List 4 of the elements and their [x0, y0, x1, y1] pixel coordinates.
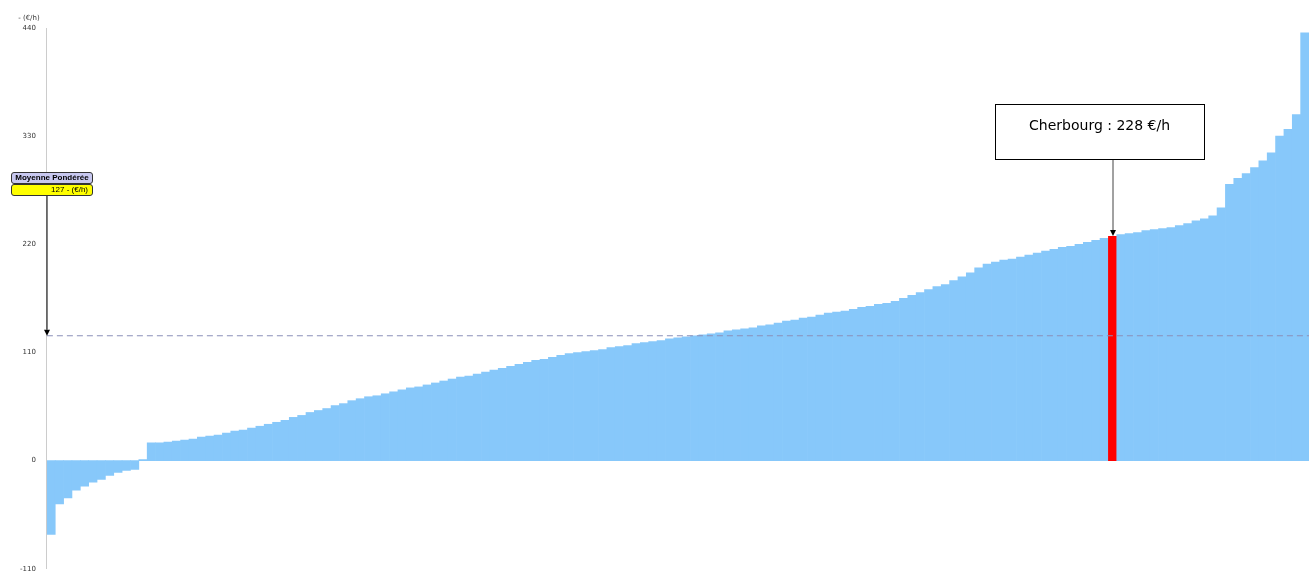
annotation: Cherbourg : 228 €/h	[1029, 117, 1171, 136]
callout-box: Cherbourg : 228 €/h	[994, 104, 1205, 161]
callout-box: 127 - (€/h)	[11, 184, 93, 196]
callout-box: Moyenne Pondérée	[11, 172, 93, 184]
